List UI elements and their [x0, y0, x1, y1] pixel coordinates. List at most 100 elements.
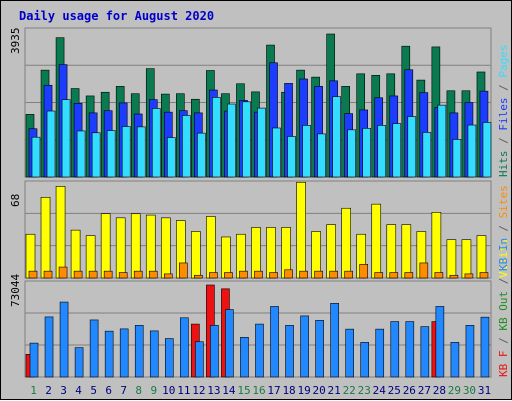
bar-kbin-day-22 — [345, 328, 354, 378]
bar-sites-day-2 — [43, 270, 53, 279]
day-label-11: 11 — [177, 384, 190, 397]
bar-sites-day-19 — [299, 270, 308, 279]
bar-kbin-day-15 — [240, 337, 249, 378]
bar-pages-day-11 — [182, 115, 191, 178]
bar-pages-day-13 — [212, 97, 221, 178]
legend-item: / — [497, 131, 510, 151]
bar-sites-day-1 — [28, 270, 38, 279]
bar-pages-day-21 — [332, 96, 341, 178]
bar-kbin-day-21 — [330, 303, 339, 378]
bar-pages-day-5 — [91, 132, 101, 178]
day-label-4: 4 — [75, 384, 82, 397]
bar-visits-day-17 — [266, 227, 276, 279]
bar-pages-day-8 — [136, 126, 146, 178]
day-label-7: 7 — [120, 384, 127, 397]
day-label-24: 24 — [373, 384, 387, 397]
day-label-2: 2 — [45, 384, 52, 397]
legend-item: Pages — [497, 45, 510, 78]
bar-pages-day-29 — [452, 139, 462, 178]
bar-sites-day-14 — [224, 272, 233, 279]
bar-pages-day-25 — [392, 123, 402, 178]
bar-pages-day-30 — [467, 124, 477, 178]
day-label-28: 28 — [433, 384, 446, 397]
day-label-20: 20 — [313, 384, 326, 397]
legend-middle: Visits / Sites — [497, 185, 510, 278]
day-label-26: 26 — [403, 384, 416, 397]
bar-visits-day-8 — [130, 213, 141, 279]
bar-sites-day-11 — [179, 262, 188, 279]
legend-item: / — [497, 331, 510, 351]
bar-visits-day-4 — [70, 229, 81, 279]
bar-pages-day-28 — [437, 104, 447, 178]
bar-visits-day-24 — [371, 203, 382, 279]
bar-kbin-day-9 — [149, 330, 159, 378]
bar-sites-day-5 — [88, 270, 98, 279]
day-label-29: 29 — [448, 384, 461, 397]
bar-visits-day-13 — [206, 216, 216, 279]
bar-pages-day-7 — [121, 126, 131, 178]
bar-kbin-day-8 — [134, 325, 144, 378]
bar-visits-day-6 — [100, 213, 111, 279]
bar-visits-day-7 — [115, 217, 126, 279]
bar-pages-day-19 — [302, 125, 311, 178]
bar-sites-day-29 — [449, 274, 459, 279]
bar-kbin-day-13 — [210, 325, 219, 378]
bar-kbin-day-2 — [44, 316, 54, 378]
bar-sites-day-4 — [73, 270, 83, 279]
legend-item: Files — [497, 98, 510, 131]
bar-kbin-day-16 — [255, 323, 264, 378]
legend-item: Sites — [497, 185, 510, 218]
legend-item: / — [497, 78, 510, 98]
bar-kbin-day-30 — [465, 325, 475, 378]
day-label-13: 13 — [207, 384, 220, 397]
bar-kbin-day-25 — [390, 321, 400, 378]
legend-top: Hits / Files / Pages — [497, 45, 510, 178]
bar-sites-day-30 — [464, 273, 474, 279]
bar-kbin-day-3 — [59, 301, 69, 378]
bar-visits-day-2 — [40, 197, 51, 279]
day-label-31: 31 — [478, 384, 491, 397]
bar-visits-day-28 — [431, 212, 442, 279]
bar-visits-day-9 — [145, 214, 156, 279]
bar-sites-day-26 — [404, 272, 414, 279]
bar-kbin-day-29 — [450, 342, 460, 378]
legend-item: Visits — [497, 238, 510, 278]
bar-sites-day-13 — [209, 272, 218, 279]
bar-pages-day-18 — [287, 136, 296, 178]
bar-kbin-day-23 — [360, 342, 370, 378]
bar-pages-day-22 — [347, 129, 356, 178]
bar-kbin-day-18 — [285, 325, 294, 378]
bar-sites-day-6 — [103, 270, 113, 279]
bar-visits-day-19 — [296, 181, 306, 279]
bar-kbin-day-20 — [315, 320, 324, 378]
panel-max-label-bottom: 73044 — [9, 274, 22, 307]
day-label-6: 6 — [105, 384, 112, 397]
bar-pages-day-3 — [61, 99, 71, 178]
day-label-27: 27 — [418, 384, 431, 397]
bar-visits-day-3 — [55, 186, 66, 279]
bar-kbin-day-10 — [164, 338, 174, 378]
bar-sites-day-12 — [194, 274, 203, 279]
bar-pages-day-6 — [106, 130, 116, 178]
day-label-10: 10 — [162, 384, 175, 397]
bar-sites-day-9 — [148, 270, 158, 279]
bar-sites-day-28 — [434, 272, 444, 279]
bar-pages-day-27 — [422, 132, 432, 178]
bar-pages-day-14 — [227, 103, 236, 178]
day-label-25: 25 — [388, 384, 401, 397]
bar-sites-day-25 — [389, 272, 399, 279]
bar-sites-day-21 — [329, 270, 338, 279]
bar-sites-day-8 — [133, 270, 143, 279]
bar-visits-day-31 — [476, 235, 487, 279]
bar-kbin-day-11 — [180, 317, 189, 378]
bar-sites-day-17 — [269, 272, 278, 279]
bar-kbin-day-27 — [420, 326, 430, 378]
bar-pages-day-17 — [272, 127, 281, 178]
bar-pages-day-16 — [257, 107, 266, 178]
bar-visits-day-26 — [401, 224, 412, 279]
day-label-17: 17 — [267, 384, 280, 397]
bar-sites-day-7 — [118, 272, 128, 279]
bar-sites-day-31 — [479, 272, 489, 279]
